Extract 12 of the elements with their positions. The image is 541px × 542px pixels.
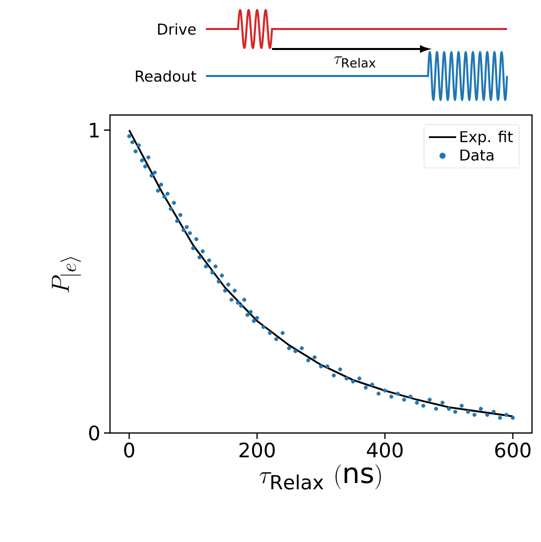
y-axis-title: $P_{|e\rangle}$ — [52, 257, 81, 292]
text: $\tau_{\mathrm{Relax}}$ — [334, 56, 376, 68]
x-axis-title: $\tau_{\mathrm{Relax}}\ (\mathrm{ns})$ — [260, 464, 381, 490]
text: Readout — [136, 70, 196, 82]
text: Drive — [158, 23, 196, 35]
x-tick-label: 200 — [240, 442, 275, 458]
x-tick-label: 400 — [366, 442, 403, 458]
legend-label: Exp. fit — [460, 130, 513, 146]
x-tick-label: 600 — [495, 442, 531, 458]
y-tick-label: 1 — [90, 122, 99, 138]
legend-label: Data — [460, 150, 494, 161]
x-tick-label: 0 — [124, 442, 134, 458]
